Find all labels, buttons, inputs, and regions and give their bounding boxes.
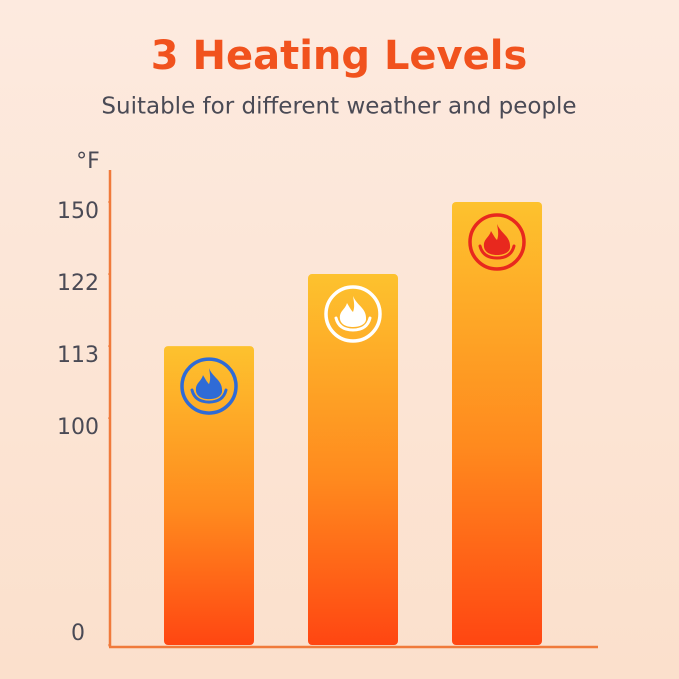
y-tick-label: 0 — [71, 621, 85, 646]
icon-ring — [468, 213, 526, 271]
chart-title: 3 Heating Levels — [151, 33, 528, 79]
bar — [164, 346, 254, 645]
chart-subtitle: Suitable for different weather and peopl… — [101, 94, 576, 120]
icon-ring — [180, 357, 238, 415]
level-icon — [324, 285, 382, 343]
icon-flame — [195, 368, 223, 400]
icon-base — [190, 388, 228, 404]
icon-base — [478, 244, 516, 260]
y-tick-label: 100 — [57, 415, 99, 440]
icon-ring — [324, 285, 382, 343]
y-tick-label: 122 — [57, 271, 99, 296]
icon-flame — [339, 296, 367, 328]
y-axis-label: °F — [76, 149, 100, 174]
icon-flame — [483, 224, 511, 255]
y-tick-label: 150 — [57, 199, 99, 224]
bar — [452, 202, 542, 645]
icon-base — [334, 316, 372, 332]
level-icon — [180, 357, 238, 415]
level-icon — [468, 213, 526, 271]
y-tick-label: 113 — [57, 343, 99, 368]
bar — [308, 274, 398, 645]
